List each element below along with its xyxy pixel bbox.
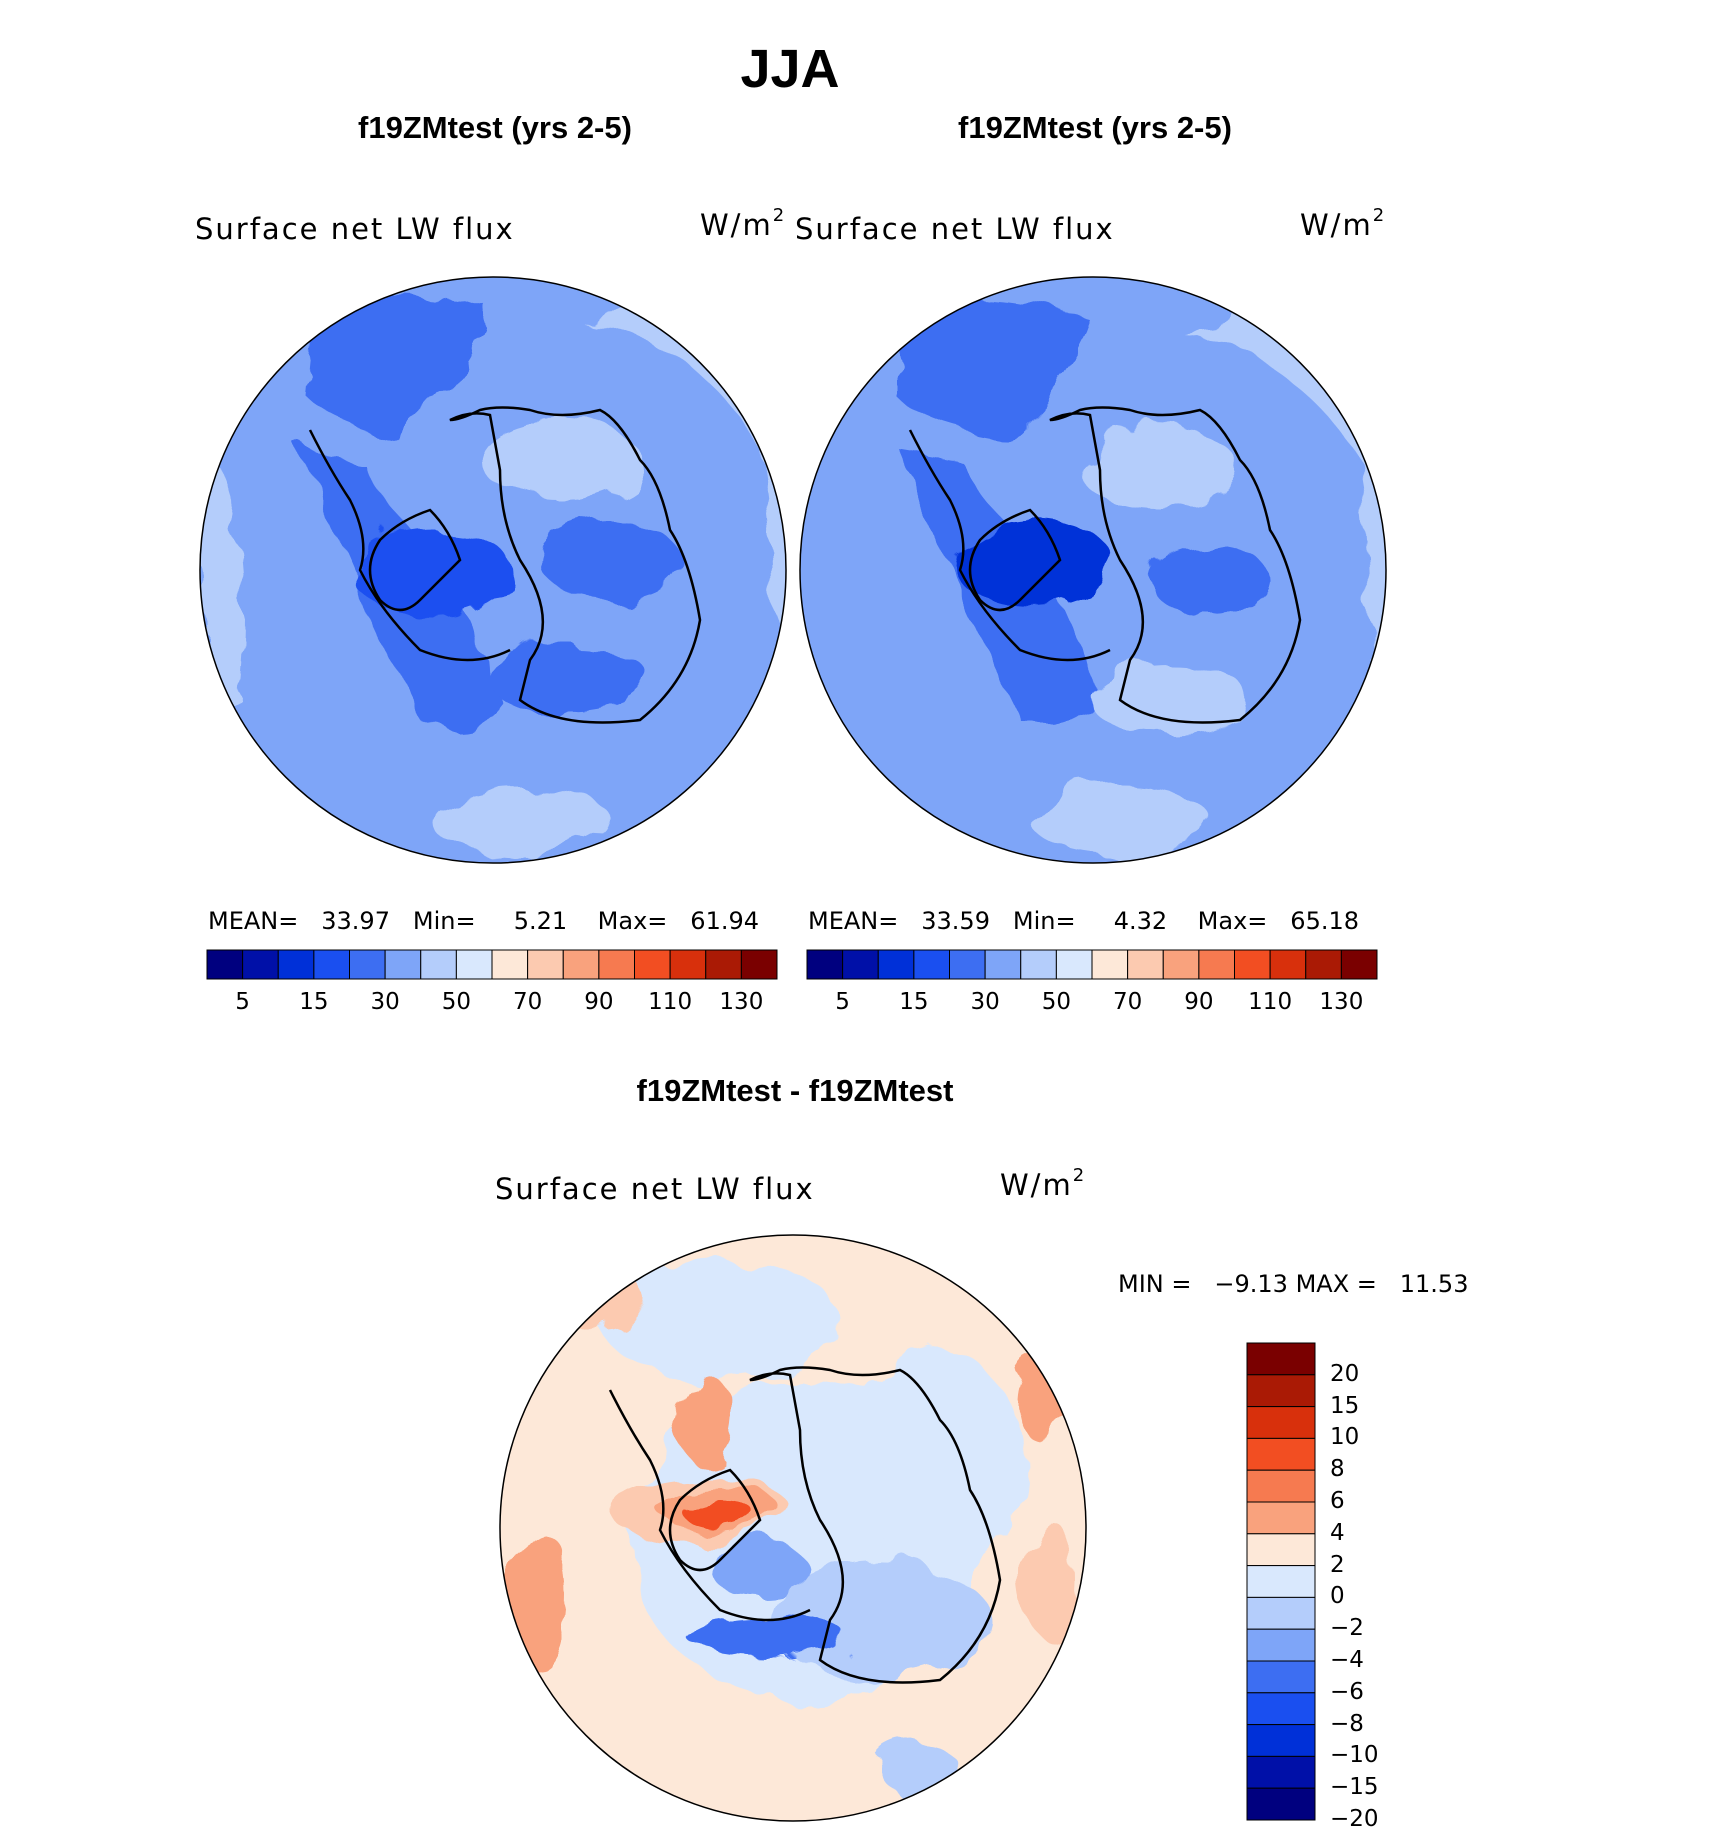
colorbar-swatch: [1246, 1406, 1316, 1439]
colorbar-tick-label: 15: [899, 989, 929, 1015]
panel1-stats: MEAN= 33.97 Min= 5.21 Max= 61.94: [208, 907, 760, 935]
colorbar-swatch: [527, 949, 564, 980]
colorbar-swatch: [242, 949, 279, 980]
panel1-map: [199, 276, 787, 864]
diff-case-title: f19ZMtest - f19ZMtest: [636, 1073, 954, 1108]
colorbar-tick-label: 0: [1330, 1583, 1345, 1610]
colorbar-swatch: [949, 949, 986, 980]
colorbar-tick-label: 30: [370, 989, 400, 1015]
colorbar-swatch: [1246, 1565, 1316, 1598]
colorbar-tick-label: 130: [719, 989, 764, 1015]
colorbar-swatch: [877, 949, 915, 980]
colorbar-tick-label: 20: [1330, 1360, 1360, 1387]
colorbar-swatch: [669, 949, 707, 980]
colorbar-tick-label: −8: [1330, 1710, 1364, 1737]
colorbar-tick-label: 10: [1330, 1424, 1360, 1451]
colorbar-swatch: [1246, 1787, 1316, 1821]
colorbar-tick-label: −2: [1330, 1615, 1364, 1642]
colorbar-swatch: [1305, 949, 1342, 980]
colorbar-tick-label: 50: [1041, 989, 1072, 1015]
diff-units: W/m2: [1000, 1165, 1087, 1202]
colorbar-tick-label: 30: [970, 989, 1000, 1015]
colorbar-swatch: [842, 949, 879, 980]
colorbar-tick-label: 130: [1319, 989, 1364, 1015]
colorbar-swatch: [806, 949, 844, 980]
figure-title: JJA: [740, 39, 840, 99]
colorbar-swatch: [740, 949, 778, 980]
colorbar-swatch: [1246, 1596, 1316, 1630]
colorbar-swatch: [1246, 1755, 1316, 1789]
colorbar-tick-label: −20: [1330, 1806, 1379, 1832]
diff-colorbar: [1246, 1342, 1316, 1821]
colorbar-swatch: [1055, 949, 1093, 980]
colorbar-swatch: [1091, 949, 1129, 980]
panel1-units: W/m2: [700, 205, 787, 242]
colorbar-tick-label: 110: [648, 989, 693, 1015]
colorbar-swatch: [1162, 949, 1200, 980]
diff-variable: Surface net LW flux: [495, 1172, 815, 1206]
colorbar-swatch: [705, 949, 742, 980]
colorbar-swatch: [1020, 949, 1057, 980]
colorbar-swatch: [313, 949, 350, 980]
colorbar-swatch: [1246, 1628, 1316, 1662]
diff-map: [499, 1234, 1087, 1822]
colorbar-tick-label: 90: [584, 989, 614, 1015]
diff-stats: MIN = −9.13 MAX = 11.53: [1118, 1270, 1469, 1298]
colorbar-swatch: [1269, 949, 1307, 980]
colorbar-swatch: [1246, 1501, 1316, 1535]
colorbar-tick-label: 2: [1330, 1551, 1345, 1578]
colorbar-swatch: [1246, 1374, 1316, 1408]
colorbar-swatch: [420, 949, 457, 980]
panel1-colorbar: [206, 949, 778, 980]
colorbar-swatch: [984, 949, 1022, 980]
colorbar-swatch: [1246, 1342, 1316, 1376]
colorbar-tick-label: 15: [299, 989, 329, 1015]
colorbar-swatch: [913, 949, 950, 980]
colorbar-swatch: [491, 949, 529, 980]
colorbar-swatch: [1234, 949, 1271, 980]
colorbar-tick-label: 90: [1184, 989, 1214, 1015]
colorbar-tick-label: 8: [1330, 1456, 1345, 1483]
colorbar-swatch: [1246, 1469, 1316, 1503]
colorbar-swatch: [206, 949, 244, 980]
colorbar-tick-label: 4: [1330, 1519, 1345, 1546]
panel2-colorbar: [806, 949, 1378, 980]
colorbar-swatch: [1246, 1692, 1316, 1726]
colorbar-swatch: [1340, 949, 1378, 980]
colorbar-tick-label: 70: [512, 989, 543, 1015]
colorbar-swatch: [384, 949, 422, 980]
panel2-map: [799, 276, 1387, 864]
panel2-units: W/m2: [1300, 205, 1387, 242]
colorbar-swatch: [1127, 949, 1164, 980]
panel2-stats: MEAN= 33.59 Min= 4.32 Max= 65.18: [808, 907, 1360, 935]
colorbar-swatch: [455, 949, 493, 980]
colorbar-tick-label: −4: [1330, 1647, 1364, 1673]
colorbar-swatch: [1198, 949, 1235, 980]
colorbar-tick-label: 50: [441, 989, 472, 1015]
colorbar-tick-label: −10: [1330, 1742, 1379, 1769]
colorbar-swatch: [1246, 1533, 1316, 1567]
colorbar-tick-label: 5: [835, 989, 850, 1015]
colorbar-swatch: [598, 949, 635, 980]
colorbar-swatch: [1246, 1437, 1316, 1471]
colorbar-swatch: [634, 949, 671, 980]
panel2-variable: Surface net LW flux: [795, 212, 1115, 246]
colorbar-swatch: [1246, 1724, 1316, 1757]
colorbar-tick-label: 110: [1248, 989, 1293, 1015]
colorbar-swatch: [1246, 1660, 1316, 1694]
colorbar-tick-label: −15: [1330, 1774, 1379, 1801]
colorbar-swatch: [277, 949, 315, 980]
colorbar-swatch: [349, 949, 386, 980]
colorbar-tick-label: 15: [1330, 1392, 1360, 1419]
colorbar-tick-label: −6: [1330, 1678, 1364, 1705]
colorbar-swatch: [562, 949, 600, 980]
colorbar-tick-label: 5: [235, 989, 250, 1015]
colorbar-tick-label: 70: [1112, 989, 1143, 1015]
colorbar-tick-label: 6: [1330, 1488, 1345, 1514]
panel1-variable: Surface net LW flux: [195, 212, 515, 246]
panel2-case-title: f19ZMtest (yrs 2-5): [958, 110, 1232, 145]
panel1-case-title: f19ZMtest (yrs 2-5): [358, 110, 632, 145]
